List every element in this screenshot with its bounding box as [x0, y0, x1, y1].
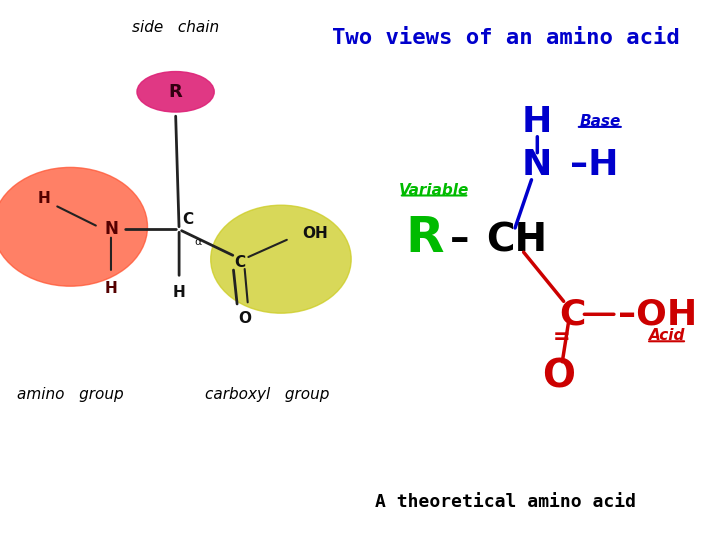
Ellipse shape: [137, 71, 215, 112]
Text: Variable: Variable: [399, 183, 469, 198]
Ellipse shape: [0, 167, 148, 286]
Text: H: H: [104, 281, 117, 296]
Text: α: α: [194, 237, 202, 247]
Text: H: H: [173, 285, 186, 300]
Text: side   chain: side chain: [132, 19, 219, 35]
Text: –: –: [450, 220, 469, 258]
Text: R: R: [168, 83, 182, 101]
Text: H: H: [37, 191, 50, 206]
Text: N: N: [104, 220, 118, 239]
Text: C: C: [235, 255, 246, 270]
Text: =: =: [553, 327, 571, 348]
Text: O: O: [542, 358, 575, 396]
Text: N: N: [522, 148, 552, 181]
Text: Acid: Acid: [649, 328, 685, 343]
Ellipse shape: [211, 205, 351, 313]
Text: A theoretical amino acid: A theoretical amino acid: [375, 493, 636, 511]
Text: CH: CH: [486, 221, 546, 259]
Text: Two views of an amino acid: Two views of an amino acid: [332, 28, 680, 48]
Text: H: H: [522, 105, 552, 138]
Text: O: O: [238, 311, 251, 326]
Text: amino   group: amino group: [17, 387, 124, 402]
Text: R: R: [405, 214, 444, 261]
Text: Base: Base: [580, 114, 621, 129]
Text: –OH: –OH: [618, 298, 698, 331]
Text: OH: OH: [302, 226, 328, 241]
Text: carboxyl   group: carboxyl group: [204, 387, 329, 402]
Text: –H: –H: [570, 148, 618, 181]
Text: C: C: [559, 298, 585, 331]
Text: C: C: [182, 212, 193, 227]
